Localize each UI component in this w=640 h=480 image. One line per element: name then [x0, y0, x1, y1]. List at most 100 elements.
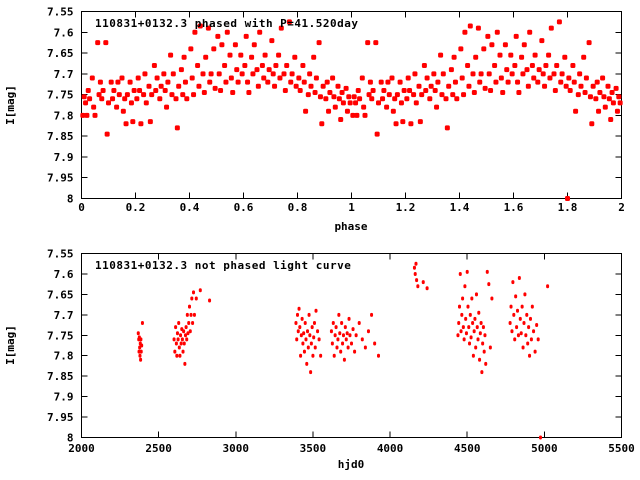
data-point	[292, 54, 298, 60]
data-point	[147, 119, 153, 125]
data-point	[228, 75, 234, 81]
data-point	[464, 316, 468, 321]
data-point	[504, 67, 510, 73]
data-point	[273, 63, 279, 69]
data-point	[471, 90, 477, 96]
data-point	[173, 96, 179, 102]
data-point	[351, 94, 357, 100]
data-point	[131, 87, 137, 93]
x-tick-label: 4000	[377, 442, 404, 455]
data-point	[461, 296, 465, 301]
data-point	[571, 79, 577, 85]
data-point	[157, 96, 163, 102]
data-point	[343, 325, 347, 330]
data-point	[182, 79, 188, 85]
data-point	[307, 71, 313, 77]
data-point	[116, 92, 122, 98]
data-point	[336, 337, 340, 342]
data-point	[461, 92, 467, 98]
data-point	[175, 353, 179, 358]
y-tick-label: 7.95	[47, 411, 74, 424]
data-point	[284, 63, 290, 69]
data-point	[215, 33, 221, 39]
data-point	[521, 345, 525, 350]
x-tick-label: 4500	[454, 442, 481, 455]
data-point	[617, 100, 623, 106]
data-point	[476, 337, 480, 342]
data-point	[525, 312, 529, 317]
data-point	[317, 94, 323, 100]
data-point	[479, 321, 483, 326]
data-point	[360, 337, 364, 342]
x-tick-label: 1.4	[450, 201, 470, 214]
x-tick-label: 1.2	[396, 201, 416, 214]
data-point	[516, 333, 520, 338]
data-point	[331, 94, 337, 100]
data-point	[581, 54, 587, 60]
data-point	[427, 96, 433, 102]
y-tick-label: 8	[67, 432, 74, 445]
phased-data-points	[80, 19, 623, 201]
data-point	[582, 90, 588, 96]
data-point	[485, 269, 489, 274]
data-point	[606, 96, 612, 102]
data-point	[330, 75, 336, 81]
data-point	[149, 92, 155, 98]
data-point	[394, 92, 400, 98]
y-tick-label: 7.85	[47, 130, 74, 143]
data-point	[314, 308, 318, 313]
data-point	[519, 331, 523, 336]
data-point	[498, 75, 504, 81]
data-point	[597, 90, 603, 96]
data-point	[367, 79, 373, 85]
data-point	[124, 92, 130, 98]
data-point	[554, 63, 560, 69]
data-point	[123, 121, 129, 127]
y-tick-label: 7.9	[54, 391, 74, 404]
data-point	[516, 308, 520, 313]
data-point	[392, 96, 398, 102]
data-point	[381, 87, 387, 93]
data-point	[302, 349, 306, 354]
data-point	[319, 353, 323, 358]
data-point	[192, 29, 198, 35]
data-point	[175, 331, 179, 336]
y-tick-label: 7.6	[54, 268, 74, 281]
data-point	[331, 321, 335, 326]
data-point	[326, 108, 332, 114]
data-point	[196, 83, 202, 89]
data-point	[259, 63, 265, 69]
data-point	[201, 90, 207, 96]
data-point	[182, 341, 186, 346]
data-point	[341, 341, 345, 346]
data-point	[140, 321, 144, 326]
data-point	[529, 63, 535, 69]
data-point	[89, 75, 95, 81]
data-point	[587, 94, 593, 100]
data-point	[212, 85, 218, 91]
data-point	[282, 87, 288, 93]
data-point	[376, 100, 381, 106]
data-point	[353, 349, 357, 354]
data-point	[181, 54, 187, 60]
data-point	[299, 353, 303, 358]
data-point	[234, 67, 240, 73]
y-tick-label: 7.55	[47, 6, 74, 19]
data-point	[528, 353, 532, 358]
data-point	[200, 71, 206, 77]
data-point	[601, 94, 607, 100]
data-point	[518, 316, 522, 321]
data-point	[475, 25, 481, 31]
y-tick-label: 7.9	[54, 151, 74, 164]
data-point	[299, 333, 303, 338]
data-point	[270, 71, 276, 77]
data-point	[128, 100, 134, 106]
data-point	[577, 71, 583, 77]
data-point	[359, 75, 365, 81]
data-point	[467, 325, 471, 330]
data-point	[354, 112, 360, 118]
data-point	[546, 284, 550, 289]
data-point	[539, 435, 542, 440]
data-point	[302, 331, 306, 336]
